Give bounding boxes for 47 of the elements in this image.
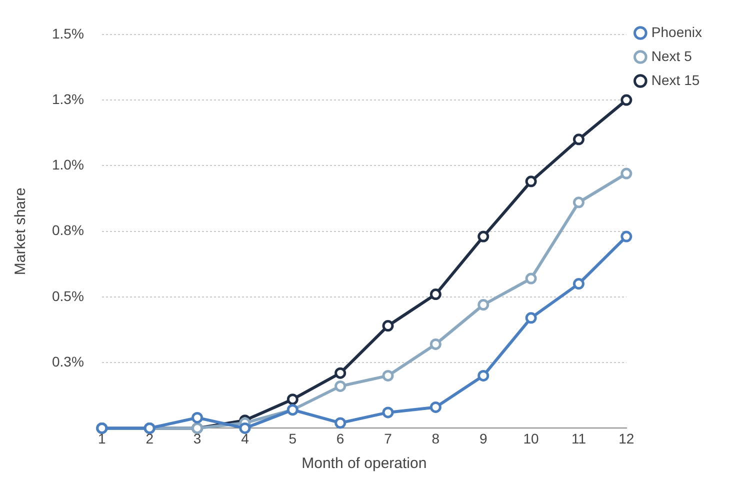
x-tick-label: 5 <box>288 430 297 446</box>
point <box>478 370 490 382</box>
x-axis-title: Month of operation <box>302 455 427 472</box>
point <box>572 278 584 290</box>
x-tick-label: 4 <box>241 430 250 446</box>
y-tick-label: 1.0% <box>52 156 84 173</box>
y-tick-label: 1.3% <box>52 90 84 107</box>
x-tick-label: 3 <box>193 430 202 446</box>
point <box>478 299 490 311</box>
point <box>525 176 537 188</box>
legend-label: Phoenix <box>651 24 702 40</box>
point <box>334 367 346 379</box>
point <box>430 288 442 300</box>
x-tick-label: 10 <box>523 430 540 446</box>
y-tick-label: 1.5% <box>52 25 84 42</box>
legend-label: Next 5 <box>651 48 692 64</box>
point <box>334 417 346 429</box>
point <box>430 401 442 413</box>
point <box>572 196 584 208</box>
point <box>478 230 490 242</box>
point <box>620 168 632 180</box>
point <box>430 338 442 350</box>
point <box>192 412 204 424</box>
x-tick-label: 6 <box>336 430 344 446</box>
x-tick-label: 8 <box>432 430 440 446</box>
y-tick-label: 0.5% <box>52 288 84 304</box>
point <box>525 272 537 284</box>
y-tick-label: 0.8% <box>52 222 84 238</box>
point <box>239 422 251 434</box>
point <box>572 134 584 146</box>
x-tick-label: 11 <box>571 430 586 446</box>
point <box>382 370 394 382</box>
x-tick-label: 9 <box>479 430 488 446</box>
x-tick-label: 1 <box>98 430 106 446</box>
y-axis-title: Market share <box>12 188 30 276</box>
legend-label: Next 15 <box>651 72 700 88</box>
point <box>620 230 632 242</box>
x-tick-label: 7 <box>384 430 392 446</box>
point <box>620 94 632 106</box>
x-tick-label: 12 <box>618 430 634 446</box>
point <box>286 394 298 406</box>
point <box>334 380 346 392</box>
point <box>382 320 394 332</box>
point <box>525 312 537 324</box>
x-tick-label: 2 <box>146 430 154 446</box>
point <box>382 406 394 418</box>
y-tick-label: 0.3% <box>52 353 84 370</box>
